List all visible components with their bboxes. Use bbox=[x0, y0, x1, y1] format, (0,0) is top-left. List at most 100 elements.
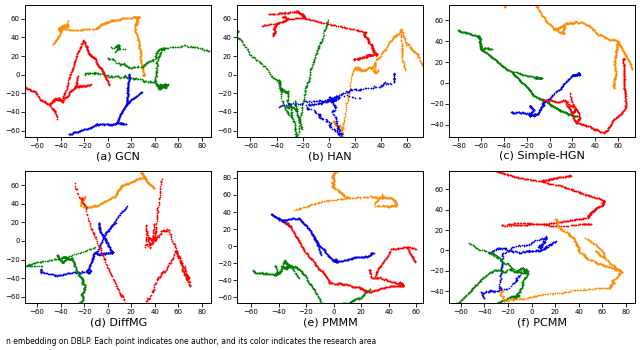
Point bbox=[301, 84, 311, 90]
Point bbox=[541, 177, 551, 183]
Point bbox=[552, 105, 562, 111]
Point bbox=[327, 173, 337, 179]
Point bbox=[612, 45, 622, 51]
Point bbox=[398, 31, 408, 36]
Point bbox=[172, 250, 182, 255]
Point bbox=[378, 195, 388, 201]
Point bbox=[293, 116, 303, 122]
Point bbox=[538, 14, 548, 20]
Point bbox=[132, 31, 142, 37]
Point bbox=[619, 84, 629, 90]
Point bbox=[115, 185, 125, 190]
Point bbox=[529, 238, 540, 243]
Point bbox=[609, 116, 619, 121]
Point bbox=[562, 103, 572, 109]
Point bbox=[356, 286, 367, 291]
Point bbox=[534, 75, 544, 81]
Point bbox=[281, 217, 291, 223]
Point bbox=[463, 162, 473, 167]
Point bbox=[600, 34, 610, 40]
Point bbox=[110, 281, 120, 286]
Point bbox=[538, 102, 548, 107]
Point bbox=[543, 97, 553, 102]
Point bbox=[40, 99, 50, 104]
Point bbox=[518, 0, 529, 2]
Point bbox=[353, 295, 364, 301]
Point bbox=[106, 122, 116, 127]
Point bbox=[318, 246, 328, 252]
Point bbox=[139, 72, 149, 77]
Point bbox=[83, 204, 93, 210]
Point bbox=[518, 282, 528, 288]
Point bbox=[314, 246, 324, 251]
Point bbox=[240, 44, 250, 49]
Point bbox=[143, 241, 154, 247]
Point bbox=[524, 86, 534, 92]
Point bbox=[489, 168, 499, 173]
Point bbox=[362, 66, 372, 71]
Point bbox=[351, 64, 361, 70]
Point bbox=[528, 294, 538, 300]
Point bbox=[323, 19, 333, 24]
Point bbox=[556, 23, 566, 29]
Point bbox=[520, 0, 530, 2]
Point bbox=[337, 131, 347, 136]
Point bbox=[35, 267, 45, 273]
Point bbox=[281, 266, 291, 271]
Point bbox=[576, 287, 586, 292]
Point bbox=[378, 82, 388, 88]
Point bbox=[456, 160, 466, 166]
Point bbox=[273, 271, 283, 276]
Point bbox=[562, 110, 572, 116]
Point bbox=[620, 87, 630, 93]
Point bbox=[549, 175, 559, 181]
Point bbox=[72, 187, 82, 192]
Point bbox=[396, 33, 406, 39]
Point bbox=[143, 180, 153, 186]
Point bbox=[291, 107, 301, 113]
Point bbox=[246, 52, 257, 58]
Point bbox=[328, 182, 339, 188]
Point bbox=[271, 271, 281, 277]
Point bbox=[381, 254, 392, 260]
Point bbox=[395, 279, 405, 285]
Point bbox=[600, 285, 610, 291]
Point bbox=[554, 219, 564, 224]
Point bbox=[406, 46, 417, 51]
Point bbox=[50, 273, 60, 278]
Point bbox=[60, 95, 70, 100]
Point bbox=[51, 97, 61, 102]
Point bbox=[342, 194, 353, 200]
Point bbox=[586, 221, 596, 226]
Point bbox=[480, 166, 490, 172]
Point bbox=[63, 256, 74, 261]
Point bbox=[536, 75, 546, 81]
Point bbox=[411, 50, 421, 56]
Point bbox=[111, 44, 122, 50]
Point bbox=[478, 47, 488, 52]
Point bbox=[92, 61, 102, 66]
Point bbox=[85, 52, 95, 57]
Point bbox=[611, 69, 621, 74]
Point bbox=[506, 0, 516, 5]
Point bbox=[316, 40, 326, 46]
Point bbox=[77, 198, 88, 203]
Point bbox=[323, 151, 333, 156]
Point bbox=[328, 100, 338, 106]
Point bbox=[318, 98, 328, 104]
Point bbox=[55, 30, 65, 36]
Point bbox=[430, 67, 440, 73]
Point bbox=[620, 105, 630, 110]
Point bbox=[336, 301, 346, 306]
Point bbox=[530, 112, 540, 118]
Point bbox=[599, 199, 609, 205]
Point bbox=[548, 176, 559, 181]
Point bbox=[298, 15, 308, 21]
Point bbox=[502, 248, 513, 254]
Point bbox=[611, 50, 621, 56]
Point bbox=[85, 267, 95, 273]
Point bbox=[291, 264, 301, 270]
Point bbox=[324, 151, 334, 156]
Point bbox=[333, 125, 343, 131]
Point bbox=[395, 282, 405, 288]
